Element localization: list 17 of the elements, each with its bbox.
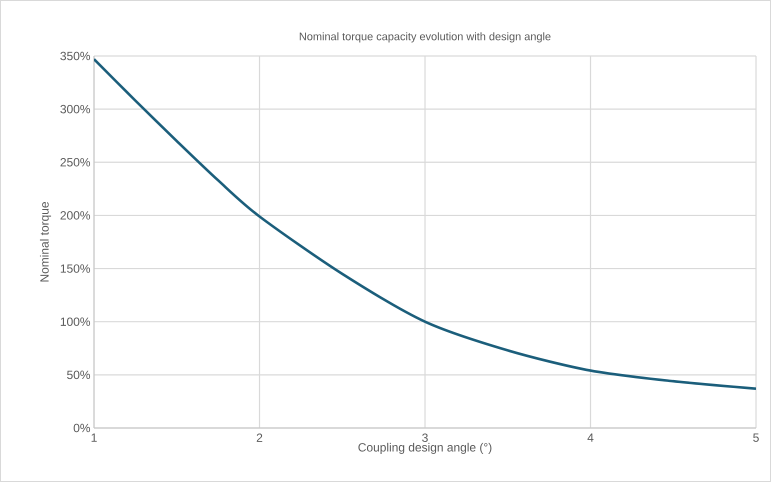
x-tick-label: 3: [422, 434, 428, 442]
x-tick-label: 1: [92, 434, 97, 442]
y-tick-label: 100%: [60, 317, 90, 326]
x-tick-label: 4: [587, 434, 594, 442]
chart-title: Nominal torque capacity evolution with design angle: [300, 32, 551, 42]
line-series: [94, 58, 756, 390]
x-tick-label: 2: [256, 434, 262, 442]
x-axis-title: Coupling design angle (°): [358, 442, 492, 454]
x-tick-label: 5: [753, 434, 759, 442]
y-tick-label: 0%: [74, 424, 90, 432]
y-tick-label: 250%: [60, 158, 90, 166]
y-tick-label: 150%: [60, 264, 90, 273]
y-tick-label: 300%: [60, 104, 90, 114]
y-tick-label: 50%: [67, 370, 90, 380]
y-tick-label: 350%: [60, 52, 90, 60]
y-axis-title: Nominal torque: [40, 202, 52, 282]
y-tick-label: 200%: [60, 211, 90, 220]
